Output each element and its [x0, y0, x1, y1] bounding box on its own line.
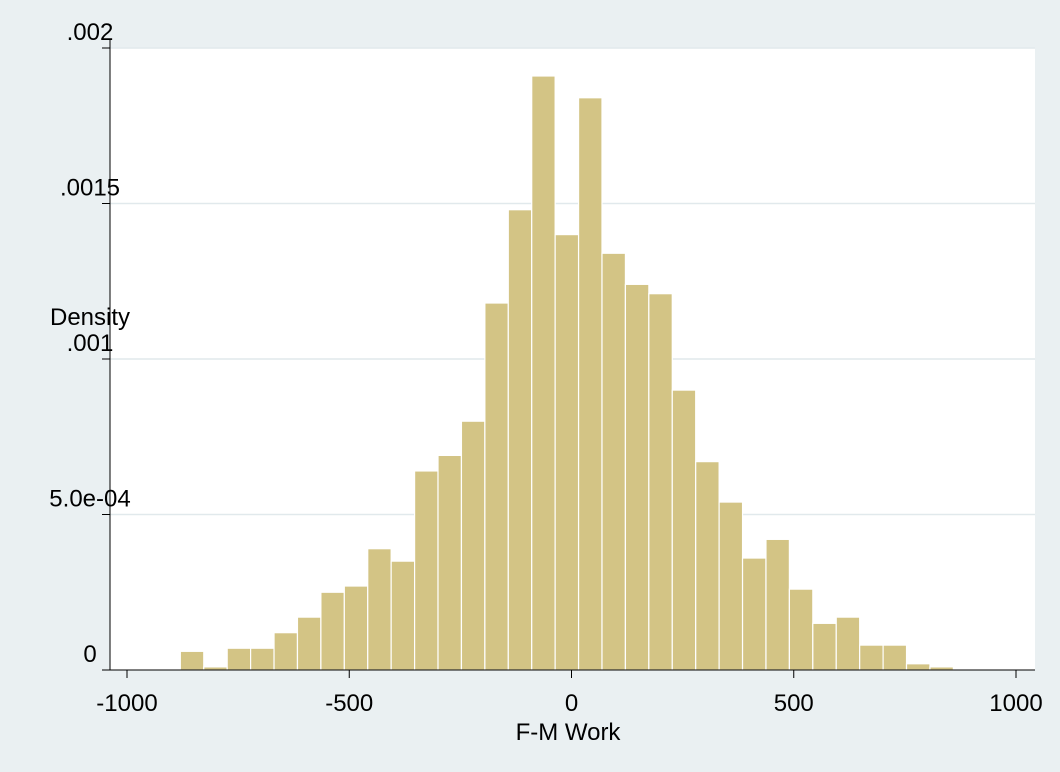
histogram-bar-14	[484, 302, 509, 671]
histogram-bar-27	[788, 588, 814, 671]
y-tick-label: .001	[67, 330, 114, 357]
y-tick-label: 5.0e-04	[49, 486, 130, 513]
histogram-bar-22	[671, 389, 697, 671]
histogram-bar-32	[905, 663, 931, 671]
histogram-bar-21	[648, 293, 673, 671]
histogram-bar-7	[320, 591, 345, 671]
axes	[109, 40, 1035, 671]
histogram-bar-24	[718, 501, 744, 671]
histogram-bar-13	[460, 420, 486, 671]
y-tick-label: .0015	[60, 175, 120, 202]
x-axis-label: F-M Work	[516, 719, 622, 746]
histogram-bar-19	[601, 252, 627, 671]
x-tick-label: -500	[325, 690, 373, 717]
y-axis-label: Density	[50, 304, 130, 331]
histogram-bar-29	[835, 616, 861, 671]
histogram-bar-30	[859, 644, 884, 671]
histogram-bar-26	[765, 538, 790, 671]
histogram-bar-18	[577, 97, 603, 671]
histogram-bar-12	[437, 454, 463, 671]
histogram-bar-23	[695, 461, 720, 671]
histogram-bar-16	[531, 75, 556, 671]
y-tick-label: 0	[83, 641, 96, 668]
histogram-bar-5	[273, 632, 299, 671]
x-ticks: -1000 -500 0 500 1000	[96, 670, 1043, 717]
histogram-bar-31	[882, 644, 908, 671]
x-tick-label: 500	[774, 690, 814, 717]
histogram-bar-25	[741, 557, 767, 671]
histogram-bar-11	[413, 470, 439, 671]
histogram-bar-8	[343, 585, 369, 671]
histogram-bar-15	[507, 209, 533, 671]
histogram-bar-20	[624, 283, 650, 671]
histogram-bar-9	[367, 548, 392, 671]
y-tick-label: .002	[67, 19, 114, 46]
histogram-bar-1	[179, 650, 205, 671]
histogram-bar-6	[296, 616, 322, 671]
x-tick-label: -1000	[96, 690, 157, 717]
x-tick-label: 0	[565, 690, 578, 717]
histogram-bar-4	[250, 647, 275, 671]
x-tick-label: 1000	[989, 690, 1042, 717]
histogram-bar-10	[390, 560, 416, 671]
histogram-bar-28	[812, 622, 837, 671]
y-ticks: 0 5.0e-04 .001 .0015 .002	[49, 19, 131, 671]
histogram-bar-17	[554, 234, 580, 671]
histogram-bar-3	[226, 647, 252, 671]
